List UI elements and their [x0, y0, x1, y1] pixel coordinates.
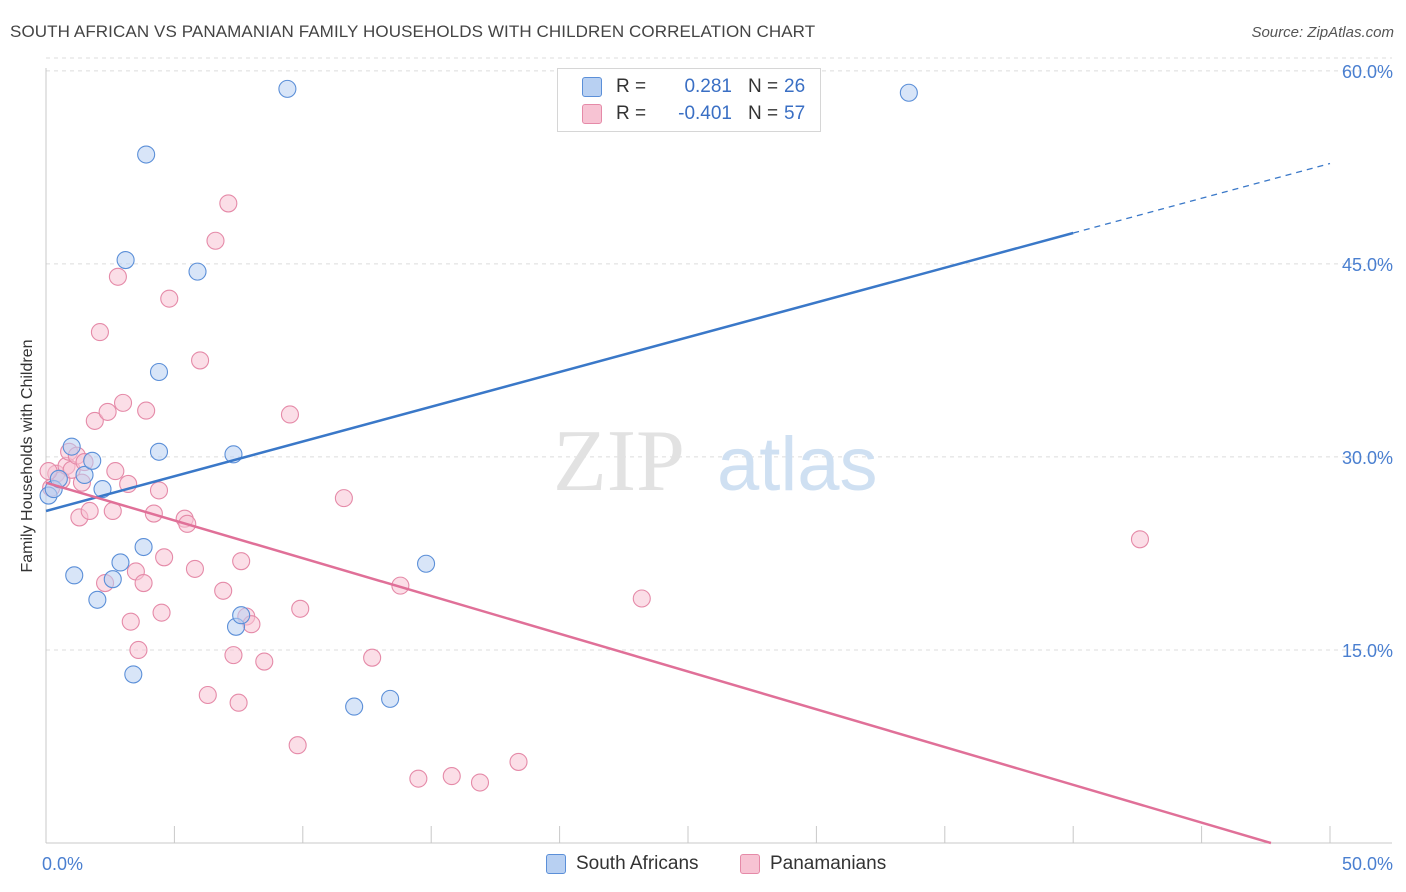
panamanian-point	[470, 773, 490, 792]
gridlines	[46, 57, 1392, 651]
legend-n-label: N =	[748, 103, 779, 124]
panamanian-point	[229, 693, 248, 712]
panamanian-point	[160, 289, 179, 308]
correlation-legend: R = 0.281 N = 26 R = -0.401 N = 57	[557, 68, 821, 132]
panamanian-point	[137, 401, 156, 420]
y-tick-label: 30.0%	[1342, 448, 1393, 468]
panamanians-trend-line	[45, 481, 1272, 845]
watermark-atlas: atlas	[717, 422, 878, 507]
south-africans-points	[39, 79, 918, 716]
legend-n-label: N =	[748, 76, 779, 97]
panamanian-point	[149, 481, 169, 500]
series-name-south-africans: South Africans	[576, 853, 699, 874]
panamanian-point	[129, 640, 148, 660]
legend-r-label: R =	[616, 103, 647, 124]
panamanian-point	[80, 501, 99, 521]
panamanian-point	[106, 462, 125, 481]
south-africans-trend-extension	[1073, 162, 1331, 234]
series-swatch-panamanians	[740, 854, 760, 874]
watermark: ZIP atlas	[553, 413, 878, 510]
axes	[45, 68, 1392, 844]
panamanian-point	[363, 648, 382, 667]
south-african-point	[124, 665, 143, 684]
south-african-point	[232, 606, 251, 625]
tick-labels: 15.0% 30.0% 45.0% 60.0% 0.0% 50.0%	[42, 62, 1393, 874]
legend-swatch-panamanians	[582, 104, 602, 124]
y-tick-label: 45.0%	[1342, 255, 1393, 275]
series-legend-south-africans: South Africans	[546, 852, 699, 876]
panamanian-point	[121, 612, 140, 631]
y-axis-label: Family Households with Children	[19, 339, 36, 573]
panamanian-point	[291, 599, 310, 618]
panamanian-point	[288, 736, 307, 755]
source-attribution: Source: ZipAtlas.com	[1251, 24, 1394, 41]
south-african-point	[134, 537, 153, 557]
legend-n-value: 57	[784, 103, 806, 124]
panamanian-point	[509, 752, 528, 771]
legend-row-south-africans: R = 0.281 N = 26	[582, 75, 805, 99]
y-tick-label: 60.0%	[1342, 62, 1393, 82]
panamanian-point	[219, 194, 238, 213]
south-african-point	[345, 697, 364, 716]
series-swatch-south-africans	[546, 854, 566, 874]
panamanian-point	[90, 323, 109, 342]
south-african-point	[65, 566, 84, 585]
legend-n-value: 26	[784, 76, 806, 97]
panamanian-point	[224, 646, 243, 665]
panamanian-point	[632, 589, 651, 608]
legend-r-value: 0.281	[684, 76, 732, 97]
y-tick-label: 15.0%	[1342, 641, 1393, 661]
legend-swatch-south-africans	[582, 77, 602, 97]
south-african-point	[62, 437, 81, 456]
panamanian-point	[191, 351, 210, 370]
x-tick-label: 0.0%	[42, 854, 83, 874]
panamanian-point	[232, 552, 251, 571]
south-african-point	[75, 465, 94, 485]
south-african-point	[188, 262, 207, 281]
panamanian-point	[198, 685, 217, 705]
south-african-point	[417, 554, 436, 573]
panamanian-point	[134, 573, 153, 593]
south-african-point	[278, 79, 297, 98]
panamanian-point	[442, 767, 461, 786]
panamanian-point	[280, 405, 300, 424]
legend-row-panamanians: R = -0.401 N = 57	[582, 102, 805, 126]
panamanian-point	[214, 581, 233, 600]
chart-title: SOUTH AFRICAN VS PANAMANIAN FAMILY HOUSE…	[10, 22, 816, 41]
south-africans-trend-line	[45, 231, 1074, 513]
south-african-point	[381, 689, 400, 708]
panamanian-point	[409, 769, 428, 788]
south-african-point	[899, 83, 918, 102]
panamanian-point	[1130, 530, 1150, 549]
panamanian-point	[255, 652, 274, 671]
panamanian-point	[206, 231, 225, 250]
panamanian-point	[155, 548, 174, 567]
panamanian-point	[113, 393, 133, 412]
trend-lines	[45, 162, 1331, 845]
series-legend-panamanians: Panamanians	[740, 852, 886, 876]
x-tick-label: 50.0%	[1342, 854, 1393, 874]
watermark-zip: ZIP	[553, 413, 685, 510]
panamanian-point	[334, 489, 353, 508]
panamanian-point	[152, 603, 171, 622]
south-african-point	[111, 553, 130, 572]
south-african-point	[149, 442, 169, 461]
south-african-point	[103, 570, 122, 589]
panamanian-point	[98, 402, 117, 421]
legend-r-value: -0.401	[678, 103, 732, 124]
south-african-point	[116, 250, 135, 270]
panamanian-point	[108, 267, 127, 286]
south-african-point	[137, 145, 156, 164]
south-african-point	[83, 451, 102, 470]
panamanian-point	[185, 559, 204, 578]
south-african-point	[88, 590, 107, 609]
series-name-panamanians: Panamanians	[770, 853, 887, 874]
legend-r-label: R =	[616, 76, 647, 97]
panamanian-point	[85, 411, 104, 430]
south-african-point	[149, 362, 169, 382]
